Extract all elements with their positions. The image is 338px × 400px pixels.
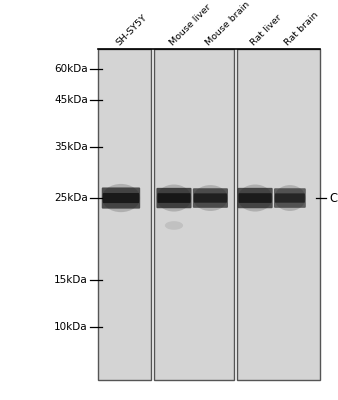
Ellipse shape — [274, 185, 306, 211]
Ellipse shape — [156, 184, 191, 212]
Bar — [237, 49, 320, 380]
Text: 35kDa: 35kDa — [54, 142, 88, 152]
Text: 10kDa: 10kDa — [54, 322, 88, 332]
FancyBboxPatch shape — [158, 193, 191, 203]
FancyBboxPatch shape — [156, 188, 192, 208]
Text: CRH: CRH — [329, 192, 338, 204]
Ellipse shape — [102, 184, 140, 212]
FancyBboxPatch shape — [239, 193, 272, 203]
Text: Rat liver: Rat liver — [249, 13, 283, 47]
FancyBboxPatch shape — [193, 188, 228, 208]
Text: 15kDa: 15kDa — [54, 275, 88, 285]
Bar — [98, 49, 151, 380]
Text: Mouse brain: Mouse brain — [204, 0, 251, 47]
Text: 45kDa: 45kDa — [54, 95, 88, 105]
Text: Rat brain: Rat brain — [284, 10, 321, 47]
Text: 25kDa: 25kDa — [54, 193, 88, 203]
Text: SH-SY5Y: SH-SY5Y — [115, 12, 149, 47]
Ellipse shape — [238, 184, 272, 212]
FancyBboxPatch shape — [274, 188, 306, 208]
FancyBboxPatch shape — [194, 193, 227, 203]
Ellipse shape — [193, 185, 228, 211]
FancyBboxPatch shape — [238, 188, 273, 208]
FancyBboxPatch shape — [102, 188, 140, 209]
FancyBboxPatch shape — [103, 193, 139, 203]
Text: 60kDa: 60kDa — [54, 64, 88, 74]
Bar — [154, 49, 234, 380]
Text: Mouse liver: Mouse liver — [168, 2, 213, 47]
Ellipse shape — [165, 221, 183, 230]
FancyBboxPatch shape — [275, 193, 305, 203]
